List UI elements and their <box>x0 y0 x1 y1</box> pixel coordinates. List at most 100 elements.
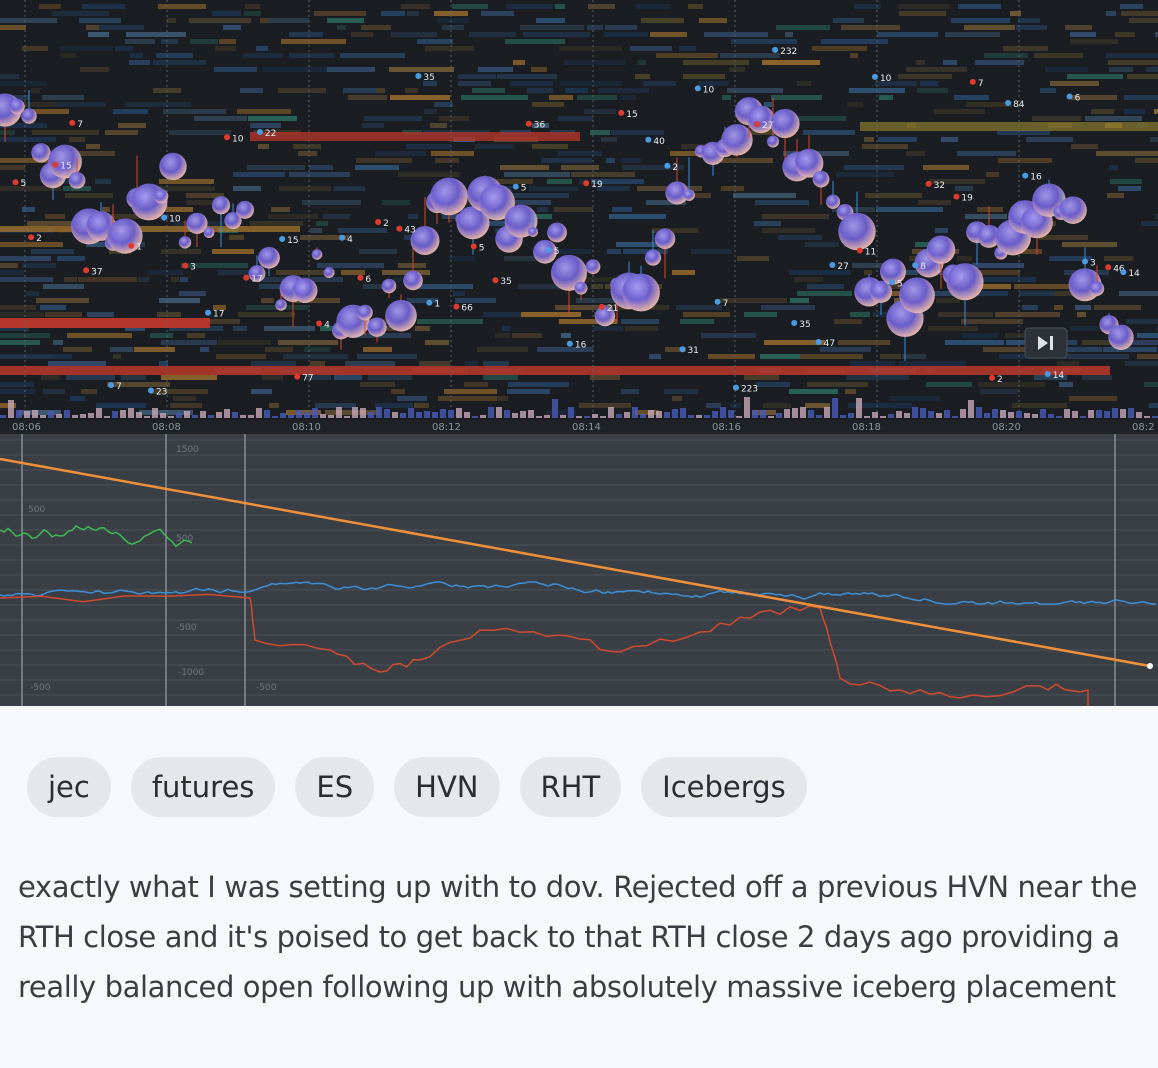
heatmap-cell <box>805 403 830 408</box>
heatmap-cell <box>0 256 51 261</box>
heatmap-cell <box>218 340 271 345</box>
volume-bar <box>976 407 982 418</box>
volume-bar <box>640 414 646 418</box>
volume-bar <box>376 407 382 418</box>
marker-dot <box>912 262 919 269</box>
marker-label: 223 <box>741 385 758 395</box>
heatmap-cell <box>665 347 686 352</box>
heatmap-cell <box>546 249 591 254</box>
heatmap-cell <box>66 375 115 380</box>
heatmap-cell <box>289 32 323 37</box>
iceberg-bubble <box>838 212 876 251</box>
heatmap-cell <box>393 277 402 282</box>
tag-icebergs[interactable]: Icebergs <box>641 757 807 817</box>
heatmap-cell <box>0 74 19 79</box>
heatmap-cell <box>1110 179 1142 184</box>
heatmap-cell <box>761 305 815 310</box>
volume-bar <box>152 408 158 418</box>
chart-panel[interactable]: 5 2 15 7 37 7 1 23 10 3 17 10 17 22 15 77 4 4 6 2 43 35 1 66 5 35… <box>0 0 1158 706</box>
heatmap-cell <box>309 165 333 170</box>
volume-bar <box>264 410 270 418</box>
marker-label: 14 <box>1053 371 1065 381</box>
heatmap-cell <box>1018 18 1040 23</box>
heatmap-cell <box>504 172 570 177</box>
heatmap-cell <box>1034 53 1083 58</box>
marker-label: 1 <box>136 243 142 253</box>
heatmap-cell <box>48 361 106 366</box>
heatmap-cell <box>362 123 384 128</box>
heatmap-cell <box>289 53 334 58</box>
heatmap-cell <box>343 88 376 93</box>
heatmap-cell <box>604 32 648 37</box>
iceberg-bubble <box>547 222 567 243</box>
heatmap-cell <box>368 375 412 380</box>
heatmap-cell <box>461 95 528 100</box>
tag-hvn[interactable]: HVN <box>394 757 500 817</box>
heatmap-cell <box>917 88 948 93</box>
marker-dot <box>396 225 403 232</box>
heatmap-cell <box>88 32 109 37</box>
heatmap-cell <box>187 333 205 338</box>
tag-futures[interactable]: futures <box>130 757 276 817</box>
heatmap-cell <box>55 102 106 107</box>
marker-label: 35 <box>423 73 434 83</box>
heatmap-cell <box>625 326 658 331</box>
heatmap-cell <box>1094 305 1141 310</box>
skip-forward-icon[interactable] <box>1024 327 1068 359</box>
level-bar <box>0 318 210 328</box>
volume-bar <box>176 413 182 418</box>
heatmap-cell <box>65 193 113 198</box>
marker-dot <box>205 309 212 316</box>
heatmap-cell <box>238 312 295 317</box>
heatmap-cell <box>435 158 459 163</box>
volume-bar <box>864 416 870 418</box>
volume-bar <box>960 409 966 418</box>
heatmap-cell <box>250 123 281 128</box>
volume-bar <box>944 410 950 418</box>
marker-dot <box>415 73 422 80</box>
heatmap-cell <box>63 347 92 352</box>
heatmap-cell <box>1050 81 1099 86</box>
heatmap-cell <box>646 200 686 205</box>
marker-label: 37 <box>91 267 102 277</box>
heatmap-area <box>0 0 1158 420</box>
volume-bar <box>1064 409 1070 418</box>
heatmap-cell <box>1141 221 1158 226</box>
volume-bar <box>704 415 710 418</box>
heatmap-cell <box>314 11 366 16</box>
heatmap-cell <box>1131 340 1158 345</box>
marker-dot <box>791 320 798 327</box>
tag-jec[interactable]: jec <box>27 757 111 817</box>
heatmap-cell <box>506 4 553 9</box>
heatmap-cell <box>158 4 206 9</box>
heatmap-cell <box>541 158 592 163</box>
heatmap-cell <box>278 340 338 345</box>
marker-label: 22 <box>265 129 276 139</box>
heatmap-cell <box>803 130 855 135</box>
volume-bar <box>968 400 974 418</box>
tag-rht[interactable]: RHT <box>519 757 622 817</box>
heatmap-cell <box>138 277 149 282</box>
heatmap-cell <box>564 60 626 65</box>
volume-bar <box>200 411 206 418</box>
heatmap-cell <box>359 249 397 254</box>
tag-es[interactable]: ES <box>295 757 375 817</box>
volume-bar <box>1080 416 1086 418</box>
volume-bar <box>1136 412 1142 418</box>
heatmap-cell <box>616 242 663 247</box>
heatmap-cell <box>169 326 223 331</box>
heatmap-cell <box>442 25 464 30</box>
heatmap-cell <box>776 25 830 30</box>
heatmap-cell <box>42 95 84 100</box>
heatmap-cell <box>67 333 132 338</box>
heatmap-cell <box>424 109 437 114</box>
marker-label: 232 <box>780 47 797 57</box>
volume-bar <box>1112 408 1118 418</box>
heatmap-cell <box>478 67 513 72</box>
marker-label: 47 <box>824 339 835 349</box>
heatmap-cell <box>727 88 783 93</box>
marker-dot <box>243 274 250 281</box>
heatmap-cell <box>382 270 430 275</box>
heatmap-cell <box>251 389 272 394</box>
